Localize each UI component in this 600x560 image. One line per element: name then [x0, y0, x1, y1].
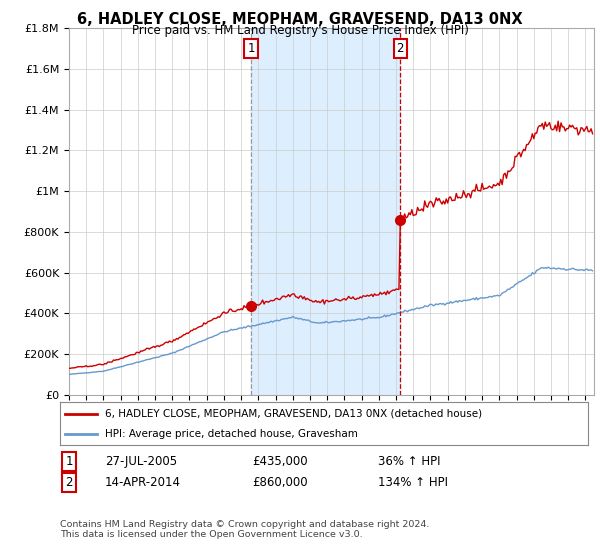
Text: 6, HADLEY CLOSE, MEOPHAM, GRAVESEND, DA13 0NX: 6, HADLEY CLOSE, MEOPHAM, GRAVESEND, DA1… [77, 12, 523, 27]
Text: HPI: Average price, detached house, Gravesham: HPI: Average price, detached house, Grav… [105, 430, 358, 439]
Text: 1: 1 [65, 455, 73, 468]
Text: Price paid vs. HM Land Registry's House Price Index (HPI): Price paid vs. HM Land Registry's House … [131, 24, 469, 37]
Text: Contains HM Land Registry data © Crown copyright and database right 2024.
This d: Contains HM Land Registry data © Crown c… [60, 520, 430, 539]
Text: 36% ↑ HPI: 36% ↑ HPI [378, 455, 440, 468]
Text: £435,000: £435,000 [252, 455, 308, 468]
Text: £860,000: £860,000 [252, 476, 308, 489]
Text: 2: 2 [397, 41, 404, 55]
Text: 27-JUL-2005: 27-JUL-2005 [105, 455, 177, 468]
Text: 14-APR-2014: 14-APR-2014 [105, 476, 181, 489]
Text: 134% ↑ HPI: 134% ↑ HPI [378, 476, 448, 489]
Text: 2: 2 [65, 476, 73, 489]
Text: 1: 1 [247, 41, 255, 55]
Bar [251, 28, 400, 395]
Text: 6, HADLEY CLOSE, MEOPHAM, GRAVESEND, DA13 0NX (detached house): 6, HADLEY CLOSE, MEOPHAM, GRAVESEND, DA1… [105, 409, 482, 419]
